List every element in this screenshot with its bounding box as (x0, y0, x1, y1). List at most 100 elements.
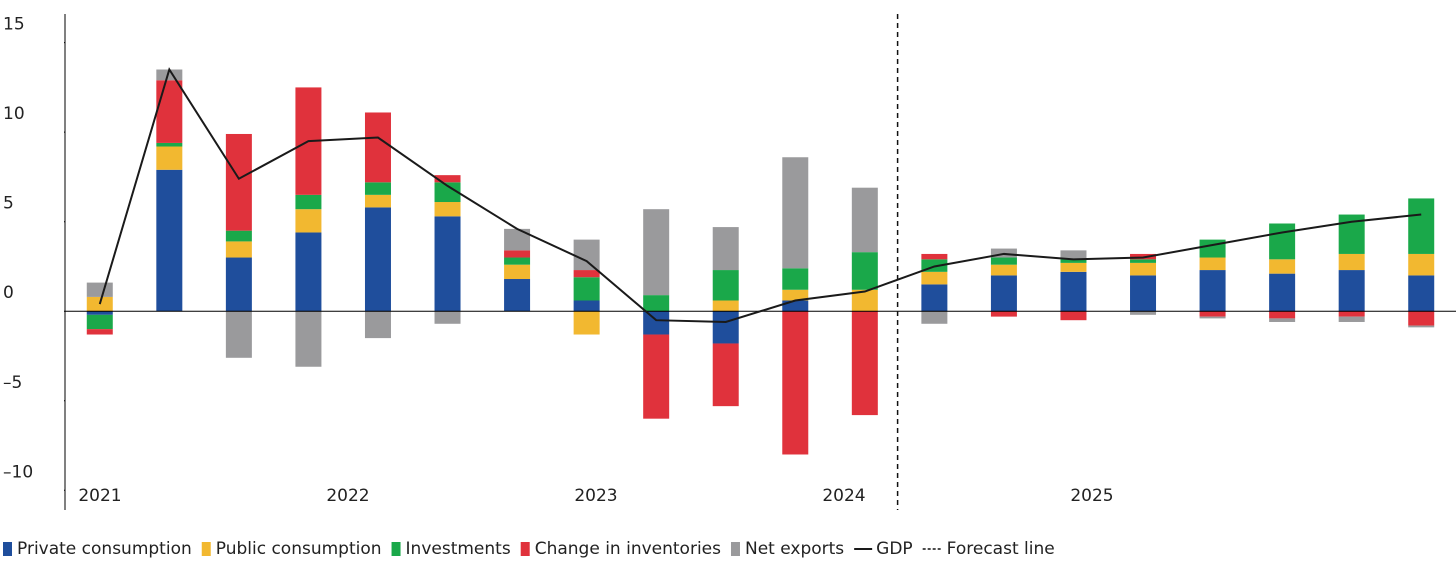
bar (921, 311, 948, 324)
y-tick-label: –5 (3, 373, 22, 393)
bar (156, 80, 183, 143)
bar (1199, 257, 1226, 271)
bar (1338, 270, 1365, 312)
bar (921, 253, 948, 260)
legend-label: Private consumption (17, 539, 192, 559)
bar (1130, 311, 1157, 315)
x-tick-label: 2022 (326, 486, 369, 506)
bar (1408, 325, 1435, 328)
bar (504, 257, 531, 265)
x-tick-label: 2021 (78, 486, 121, 506)
bar (712, 343, 739, 407)
legend-label: Change in inventories (535, 539, 721, 559)
bar (86, 314, 113, 330)
bar (573, 311, 600, 335)
bar (156, 146, 183, 170)
bar (921, 271, 948, 285)
bar (643, 311, 670, 335)
bar (851, 252, 878, 290)
bar (1060, 250, 1087, 260)
bar (225, 257, 252, 312)
bar (86, 311, 113, 315)
legend-swatch (3, 542, 12, 556)
legend-swatch (391, 542, 401, 556)
bar (504, 279, 531, 312)
legend-swatch (520, 542, 530, 556)
bar (851, 187, 878, 253)
bar (225, 241, 252, 258)
bar (1060, 271, 1087, 312)
legend-label: Net exports (745, 539, 844, 559)
bar (851, 311, 878, 416)
bar (434, 202, 461, 217)
bar (1269, 223, 1296, 260)
bar (295, 232, 322, 312)
x-tick-label: 2025 (1070, 486, 1113, 506)
bar (434, 175, 461, 183)
bar (712, 227, 739, 271)
bar (1338, 311, 1365, 317)
bar (573, 270, 600, 278)
bar (1199, 270, 1226, 312)
bar (990, 275, 1017, 312)
x-tick-label: 2023 (574, 486, 617, 506)
bar (295, 194, 322, 210)
bar (921, 284, 948, 312)
bar (990, 264, 1017, 276)
bar (1060, 259, 1087, 263)
bar (1338, 253, 1365, 271)
bar (712, 311, 739, 344)
bar (782, 268, 809, 290)
bar (364, 112, 391, 183)
bar (990, 311, 1017, 317)
bar (504, 264, 531, 280)
bar (1408, 253, 1435, 276)
bar (573, 239, 600, 271)
bar (643, 209, 670, 296)
bar (225, 230, 252, 242)
bar (156, 69, 183, 81)
bar (1130, 262, 1157, 276)
bar (86, 329, 113, 335)
bar (851, 289, 878, 312)
gdp-line (98, 67, 1422, 323)
bar (1269, 259, 1296, 274)
bar (712, 300, 739, 312)
bar (643, 295, 670, 312)
bar (364, 182, 391, 195)
bar (1130, 259, 1157, 263)
bar (434, 311, 461, 324)
y-tick-label: –10 (3, 462, 33, 482)
legend-swatch (730, 542, 740, 556)
bar (156, 169, 183, 312)
bar (1199, 316, 1226, 319)
bar (1269, 311, 1296, 319)
bar (504, 228, 531, 251)
bar (1199, 239, 1226, 258)
bar (434, 182, 461, 203)
legend-label: Public consumption (216, 539, 382, 559)
bar (782, 289, 809, 301)
bar (712, 270, 739, 301)
bar (295, 209, 322, 233)
bar (573, 277, 600, 301)
bar (295, 311, 322, 367)
bar (86, 282, 113, 297)
bar (1060, 262, 1087, 272)
bar (364, 311, 391, 339)
bar (156, 142, 183, 147)
bar (782, 157, 809, 269)
bar (990, 257, 1017, 265)
bar (1338, 316, 1365, 322)
legend-swatch (201, 542, 211, 556)
bar (364, 194, 391, 208)
bar (364, 207, 391, 312)
bar (225, 133, 252, 231)
bar (1130, 275, 1157, 312)
y-tick-label: 10 (3, 104, 25, 124)
legend-label: GDP (876, 539, 913, 559)
bar (643, 334, 670, 419)
y-tick-label: 5 (3, 194, 14, 214)
bar (225, 311, 252, 358)
